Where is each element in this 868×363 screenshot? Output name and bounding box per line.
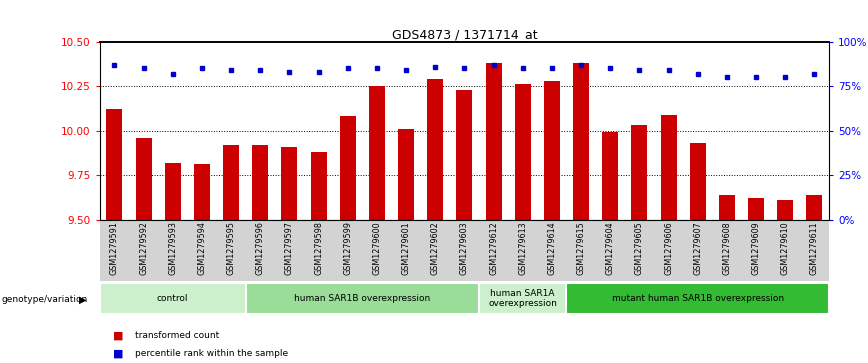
Bar: [223, 145, 239, 220]
Bar: [457, 90, 472, 220]
Bar: [479, 283, 567, 314]
Text: GSM1279594: GSM1279594: [197, 221, 207, 276]
Text: GSM1279597: GSM1279597: [285, 221, 294, 276]
Bar: [398, 129, 414, 220]
Text: control: control: [157, 294, 188, 303]
Bar: [602, 132, 618, 220]
Bar: [544, 81, 560, 220]
Text: percentile rank within the sample: percentile rank within the sample: [135, 350, 287, 358]
Bar: [253, 145, 268, 220]
Text: human SAR1B overexpression: human SAR1B overexpression: [294, 294, 431, 303]
Bar: [311, 152, 326, 220]
Title: GDS4873 / 1371714_at: GDS4873 / 1371714_at: [391, 28, 537, 41]
Text: GSM1279595: GSM1279595: [227, 221, 235, 276]
Bar: [777, 200, 793, 220]
Bar: [748, 198, 764, 220]
Bar: [339, 117, 356, 220]
Text: transformed count: transformed count: [135, 331, 219, 340]
Text: GSM1279608: GSM1279608: [722, 221, 732, 275]
Text: GSM1279591: GSM1279591: [110, 221, 119, 276]
Text: GSM1279605: GSM1279605: [635, 221, 644, 275]
Text: GSM1279614: GSM1279614: [548, 221, 556, 275]
Bar: [281, 147, 298, 220]
Text: GSM1279609: GSM1279609: [752, 221, 760, 275]
Text: GSM1279613: GSM1279613: [518, 221, 527, 275]
Bar: [135, 138, 152, 220]
Text: human SAR1A
overexpression: human SAR1A overexpression: [489, 289, 557, 308]
Text: GSM1279593: GSM1279593: [168, 221, 177, 276]
Bar: [719, 195, 735, 220]
Text: GSM1279610: GSM1279610: [780, 221, 790, 275]
Text: GSM1279607: GSM1279607: [694, 221, 702, 275]
Bar: [690, 143, 706, 220]
Bar: [100, 283, 246, 314]
Text: ■: ■: [113, 331, 123, 341]
Text: GSM1279601: GSM1279601: [402, 221, 411, 275]
Bar: [107, 109, 122, 220]
Text: genotype/variation: genotype/variation: [2, 295, 88, 304]
Bar: [567, 283, 829, 314]
Text: GSM1279592: GSM1279592: [139, 221, 148, 276]
Text: GSM1279604: GSM1279604: [606, 221, 615, 275]
Bar: [427, 79, 444, 220]
Text: ■: ■: [113, 349, 123, 359]
Text: GSM1279596: GSM1279596: [256, 221, 265, 276]
Text: GSM1279612: GSM1279612: [489, 221, 498, 275]
Text: GSM1279603: GSM1279603: [460, 221, 469, 275]
Text: GSM1279598: GSM1279598: [314, 221, 323, 276]
Bar: [194, 164, 210, 220]
Text: GSM1279615: GSM1279615: [576, 221, 586, 275]
Text: GSM1279599: GSM1279599: [343, 221, 352, 276]
Bar: [631, 125, 648, 220]
Bar: [369, 86, 385, 220]
Text: ▶: ▶: [79, 294, 87, 305]
Bar: [485, 63, 502, 220]
Bar: [246, 283, 479, 314]
Text: mutant human SAR1B overexpression: mutant human SAR1B overexpression: [612, 294, 784, 303]
Bar: [573, 63, 589, 220]
Bar: [806, 195, 822, 220]
Bar: [515, 85, 530, 220]
Bar: [661, 115, 676, 220]
Bar: [165, 163, 181, 220]
Text: GSM1279600: GSM1279600: [372, 221, 381, 275]
Text: GSM1279602: GSM1279602: [431, 221, 440, 275]
Text: GSM1279606: GSM1279606: [664, 221, 673, 275]
Text: GSM1279611: GSM1279611: [810, 221, 819, 275]
